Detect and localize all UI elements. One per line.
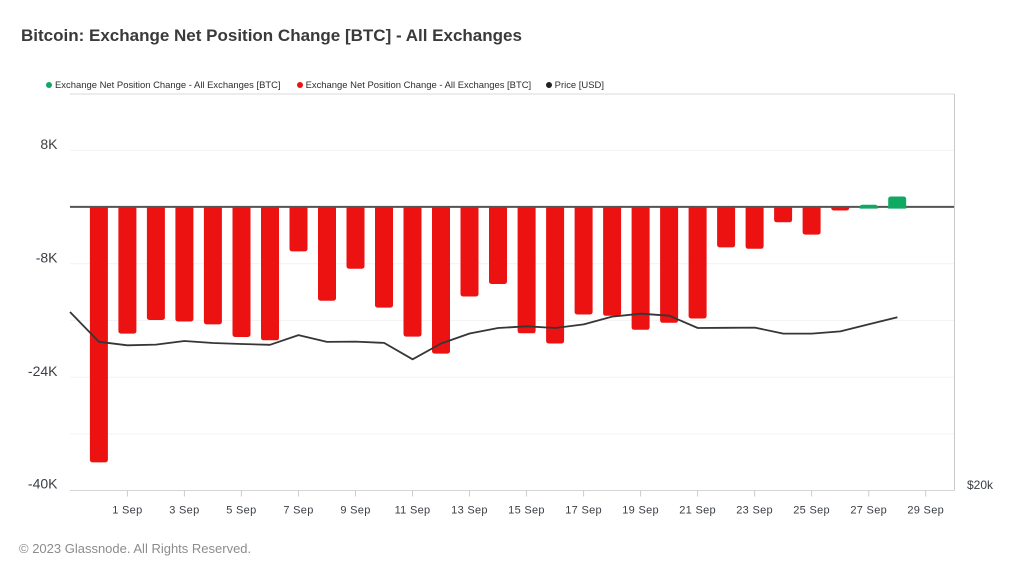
svg-text:$20k: $20k — [967, 478, 994, 492]
svg-text:-40K: -40K — [28, 476, 58, 492]
svg-text:13 Sep: 13 Sep — [451, 504, 488, 516]
svg-text:21 Sep: 21 Sep — [679, 504, 716, 516]
svg-text:7 Sep: 7 Sep — [283, 504, 313, 516]
svg-text:29 Sep: 29 Sep — [907, 504, 944, 516]
svg-text:15 Sep: 15 Sep — [508, 504, 545, 516]
svg-text:19 Sep: 19 Sep — [622, 504, 659, 516]
svg-text:-8K: -8K — [36, 249, 58, 265]
svg-text:11 Sep: 11 Sep — [395, 504, 431, 516]
svg-text:5 Sep: 5 Sep — [226, 504, 256, 516]
svg-text:17 Sep: 17 Sep — [565, 504, 602, 516]
svg-text:9 Sep: 9 Sep — [340, 504, 370, 516]
svg-text:1 Sep: 1 Sep — [112, 504, 142, 516]
svg-text:8K: 8K — [40, 136, 58, 152]
svg-text:3 Sep: 3 Sep — [169, 504, 199, 516]
svg-text:25 Sep: 25 Sep — [793, 504, 830, 516]
svg-text:-24K: -24K — [28, 363, 58, 379]
svg-text:23 Sep: 23 Sep — [736, 504, 773, 516]
svg-text:27 Sep: 27 Sep — [850, 504, 887, 516]
